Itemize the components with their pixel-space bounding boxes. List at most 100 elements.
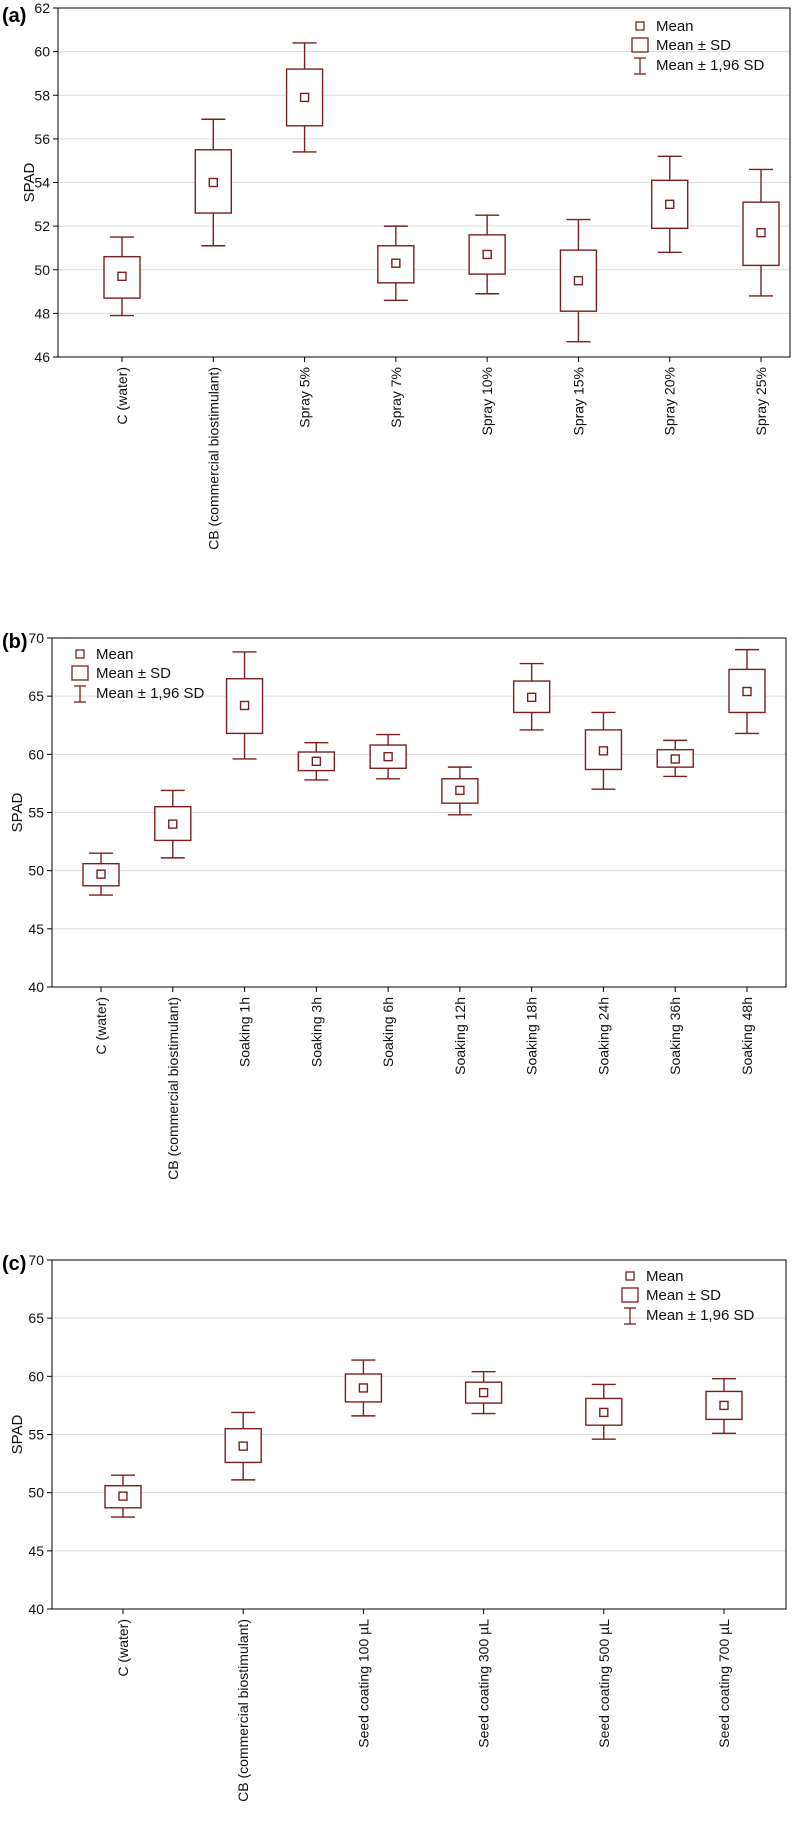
- y-tick-label: 50: [34, 262, 50, 278]
- y-tick-label: 54: [34, 175, 50, 191]
- y-axis-title: SPAD: [21, 162, 38, 202]
- x-tick-label: C (water): [115, 1619, 131, 1677]
- y-tick-label: 70: [28, 630, 44, 646]
- box-2: [344, 1359, 383, 1417]
- box-1: [154, 789, 192, 859]
- mean-marker: [482, 249, 492, 260]
- chart-panel-1: (b) 40 45 50 55 60 65 70 SPAD C (water) CB (commer…: [2, 630, 787, 1180]
- box-5: [441, 766, 479, 816]
- legend-mean-label: Mean: [656, 18, 694, 35]
- panel-label: (c): [2, 1253, 26, 1275]
- y-tick-label: 40: [28, 979, 44, 995]
- sd-box: [441, 778, 479, 804]
- y-tick-label: 56: [34, 131, 50, 147]
- box-4: [585, 1383, 623, 1440]
- x-tick-label: Spray 25%: [753, 367, 769, 435]
- panel-label: (b): [2, 631, 28, 653]
- mean-marker: [573, 275, 584, 286]
- mean-marker: [599, 1407, 609, 1418]
- x-tick-label: Soaking 3h: [308, 997, 324, 1067]
- x-tick-label: Soaking 18h: [524, 997, 540, 1075]
- box-0: [104, 1474, 142, 1518]
- box-1: [224, 1411, 262, 1481]
- mean-marker: [358, 1383, 369, 1393]
- legend-mean-swatch: [75, 649, 85, 659]
- mean-marker: [238, 1441, 248, 1451]
- mean-marker: [455, 785, 465, 796]
- legend-sd-label: Mean ± SD: [96, 665, 171, 682]
- mean-marker: [598, 746, 609, 756]
- y-tick-label: 40: [28, 1601, 44, 1617]
- legend-mean-label: Mean: [646, 1268, 684, 1285]
- box-2: [225, 651, 264, 760]
- x-tick-label: Spray 5%: [297, 367, 313, 428]
- x-tick-label: Spray 10%: [479, 367, 495, 435]
- sd-box: [285, 68, 324, 127]
- chart-panel-0: (a) 46 48 50 52 54 56 58 60 62 SPAD C (water) CB (co…: [2, 0, 791, 550]
- box-6: [512, 662, 551, 731]
- y-tick-label: 50: [28, 1485, 44, 1501]
- y-tick-label: 48: [34, 305, 50, 321]
- mean-marker: [117, 271, 127, 281]
- mean-marker: [383, 751, 393, 762]
- box-0: [103, 236, 141, 317]
- x-tick-label: Soaking 36h: [667, 997, 683, 1075]
- mean-marker: [299, 92, 310, 103]
- box-1: [194, 118, 232, 247]
- legend: Mean Mean ± SD Mean ± 1,96 SD: [621, 1268, 754, 1325]
- mean-marker: [96, 869, 106, 879]
- panel-label: (a): [2, 5, 26, 27]
- mean-marker: [742, 686, 752, 697]
- legend-sd-swatch: [621, 1287, 639, 1303]
- y-tick-label: 70: [28, 1252, 44, 1268]
- y-axis-title: SPAD: [9, 1414, 26, 1454]
- mean-marker: [311, 756, 322, 767]
- mean-marker: [665, 199, 675, 210]
- y-tick-label: 60: [28, 1368, 44, 1384]
- x-tick-label: Spray 15%: [570, 367, 586, 435]
- x-tick-label: Soaking 6h: [380, 997, 396, 1067]
- x-tick-label: Seed coating 100 µL: [355, 1619, 371, 1748]
- y-tick-label: 45: [28, 921, 44, 937]
- y-tick-label: 65: [28, 1310, 44, 1326]
- x-tick-label: Spray 20%: [662, 367, 678, 435]
- box-3: [297, 742, 336, 781]
- y-tick-label: 60: [28, 746, 44, 762]
- box-3: [377, 225, 415, 301]
- y-tick-label: 50: [28, 863, 44, 879]
- mean-marker: [239, 700, 250, 711]
- x-tick-label: Spray 7%: [388, 367, 404, 428]
- box-7: [584, 711, 623, 790]
- box-8: [656, 739, 694, 778]
- mean-marker: [670, 754, 680, 764]
- y-tick-label: 58: [34, 87, 50, 103]
- legend-ci-label: Mean ± 1,96 SD: [646, 1307, 754, 1324]
- x-tick-label: Soaking 48h: [739, 997, 755, 1075]
- legend: Mean Mean ± SD Mean ± 1,96 SD: [631, 18, 764, 75]
- legend-sd-swatch: [631, 37, 649, 53]
- mean-marker: [208, 177, 218, 188]
- legend-mean-swatch: [625, 1271, 635, 1281]
- x-tick-label: Soaking 12h: [452, 997, 468, 1075]
- y-tick-label: 60: [34, 44, 50, 60]
- mean-marker: [478, 1387, 489, 1398]
- box-5: [559, 218, 598, 343]
- x-tick-label: CB (commercial biostimulant): [235, 1619, 251, 1802]
- x-tick-label: Seed coating 700 µL: [716, 1619, 732, 1748]
- legend-sd-label: Mean ± SD: [656, 37, 731, 54]
- mean-marker: [118, 1491, 128, 1501]
- y-tick-label: 52: [34, 218, 50, 234]
- legend-ci-label: Mean ± 1,96 SD: [96, 685, 204, 702]
- mean-marker: [168, 819, 178, 829]
- y-tick-label: 62: [34, 0, 50, 16]
- legend-ci-label: Mean ± 1,96 SD: [656, 57, 764, 74]
- box-5: [705, 1377, 743, 1435]
- box-2: [285, 42, 324, 153]
- legend-mean-swatch: [635, 21, 645, 31]
- y-tick-label: 55: [28, 1427, 44, 1443]
- y-tick-label: 55: [28, 805, 44, 821]
- legend: Mean Mean ± SD Mean ± 1,96 SD: [71, 646, 204, 703]
- mean-marker: [391, 258, 401, 268]
- y-tick-label: 65: [28, 688, 44, 704]
